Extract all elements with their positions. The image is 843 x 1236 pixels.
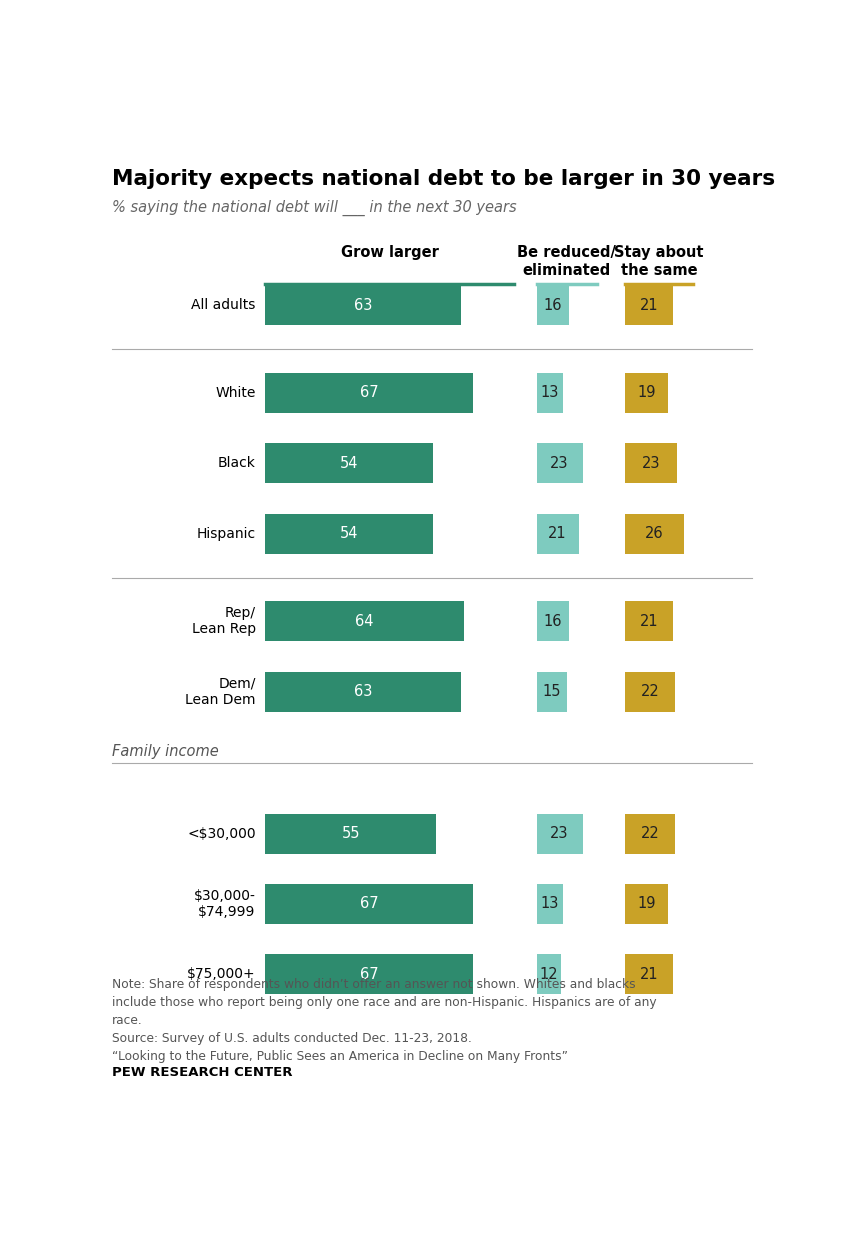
Bar (266, 671, 461, 712)
Text: Family income: Family income (112, 744, 218, 759)
Text: 23: 23 (550, 456, 569, 471)
Bar (537, 954, 561, 995)
Text: PEW RESEARCH CENTER: PEW RESEARCH CENTER (112, 1067, 293, 1079)
Text: 23: 23 (550, 826, 569, 840)
Text: 67: 67 (360, 386, 379, 400)
Text: 22: 22 (641, 685, 659, 700)
Bar (625, 954, 673, 995)
Text: 13: 13 (540, 386, 559, 400)
Text: 26: 26 (645, 527, 663, 541)
Bar (537, 514, 578, 554)
Text: 63: 63 (354, 298, 373, 313)
Text: Grow larger: Grow larger (341, 246, 438, 261)
Text: Be reduced/
eliminated: Be reduced/ eliminated (518, 246, 616, 278)
Bar (266, 373, 474, 413)
Bar (625, 514, 685, 554)
Text: 13: 13 (540, 896, 559, 911)
Text: 22: 22 (641, 826, 659, 840)
Text: 21: 21 (640, 967, 658, 981)
Bar (266, 884, 474, 925)
Bar (625, 671, 675, 712)
Bar (266, 813, 436, 854)
Text: 15: 15 (542, 685, 561, 700)
Bar (537, 444, 583, 483)
Text: $30,000-
$74,999: $30,000- $74,999 (194, 889, 255, 920)
Bar (537, 286, 569, 325)
Bar (625, 444, 678, 483)
Bar (625, 602, 673, 641)
Text: 64: 64 (356, 614, 374, 629)
Text: 16: 16 (544, 614, 561, 629)
Text: Black: Black (217, 456, 255, 471)
Bar (625, 813, 675, 854)
Text: 12: 12 (540, 967, 558, 981)
Text: 55: 55 (341, 826, 360, 840)
Text: All adults: All adults (191, 298, 255, 313)
Text: 54: 54 (340, 456, 358, 471)
Bar (625, 286, 673, 325)
Text: <$30,000: <$30,000 (187, 827, 255, 840)
Text: 23: 23 (642, 456, 660, 471)
Text: 67: 67 (360, 967, 379, 981)
Bar (266, 286, 461, 325)
Bar (537, 602, 569, 641)
Text: 21: 21 (640, 298, 658, 313)
Bar (537, 813, 583, 854)
Bar (266, 954, 474, 995)
Text: White: White (215, 386, 255, 400)
Text: 67: 67 (360, 896, 379, 911)
Text: $75,000+: $75,000+ (187, 968, 255, 981)
Text: 21: 21 (548, 527, 567, 541)
Text: 19: 19 (637, 896, 656, 911)
Bar (625, 373, 668, 413)
Text: Hispanic: Hispanic (196, 527, 255, 541)
Text: % saying the national debt will ___ in the next 30 years: % saying the national debt will ___ in t… (112, 200, 517, 216)
Bar (537, 671, 566, 712)
Text: Majority expects national debt to be larger in 30 years: Majority expects national debt to be lar… (112, 169, 775, 189)
Text: 21: 21 (640, 614, 658, 629)
Bar (266, 444, 433, 483)
Bar (537, 884, 562, 925)
Text: 63: 63 (354, 685, 373, 700)
Text: 16: 16 (544, 298, 561, 313)
Bar (266, 602, 464, 641)
Text: 54: 54 (340, 527, 358, 541)
Bar (266, 514, 433, 554)
Text: 19: 19 (637, 386, 656, 400)
Text: Rep/
Lean Rep: Rep/ Lean Rep (191, 606, 255, 637)
Bar (625, 884, 668, 925)
Bar (537, 373, 562, 413)
Text: Note: Share of respondents who didn’t offer an answer not shown. Whites and blac: Note: Share of respondents who didn’t of… (112, 978, 657, 1063)
Text: Dem/
Lean Dem: Dem/ Lean Dem (185, 676, 255, 707)
Text: Stay about
the same: Stay about the same (615, 246, 704, 278)
